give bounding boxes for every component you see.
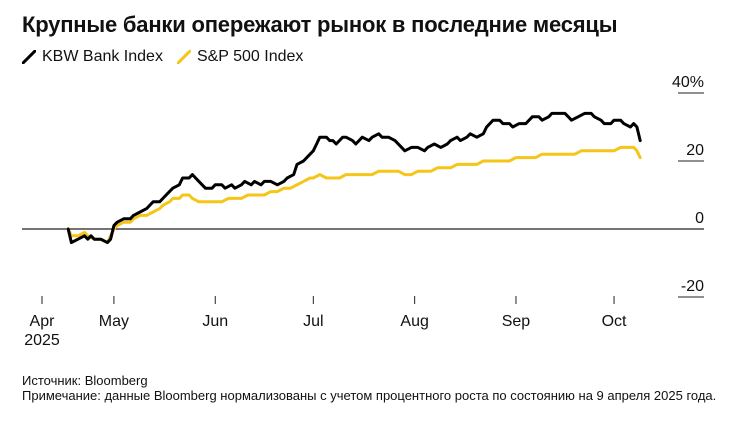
x-tick-sublabel-0: 2025 (24, 332, 60, 349)
legend-swatch-kbw (22, 50, 36, 64)
y-tick-label-3: -20 (681, 278, 704, 295)
legend-label-kbw: KBW Bank Index (42, 48, 163, 65)
line-chart: 40% 20 0 -20 Apr 2025 May Jun Jul Aug Sep Oct (22, 74, 704, 349)
methodology-note: Примечание: данные Bloomberg нормализова… (22, 388, 717, 403)
x-tick-label-4: Aug (400, 313, 428, 330)
x-tick-label-1: May (99, 313, 129, 330)
chart-title: Крупные банки опережают рынок в последни… (22, 12, 618, 37)
source-note: Источник: Bloomberg (22, 373, 148, 388)
legend-swatch-sp500 (176, 50, 191, 64)
x-tick-label-2: Jun (202, 313, 228, 330)
y-tick-label-2: 0 (695, 210, 704, 227)
y-tick-label-1: 20 (686, 142, 704, 159)
x-tick-label-6: Oct (602, 313, 627, 330)
legend-item-sp500: S&P 500 Index (176, 48, 304, 66)
series-line-kbw (66, 111, 642, 245)
legend-item-kbw: KBW Bank Index (22, 48, 163, 66)
legend: KBW Bank Index S&P 500 Index (22, 48, 303, 66)
y-tick-label-0: 40% (672, 74, 704, 91)
series-line-sp500 (66, 145, 642, 245)
x-tick-label-3: Jul (303, 313, 323, 330)
x-tick-label-5: Sep (502, 313, 531, 330)
footer: Источник: Bloomberg Примечание: данные B… (22, 373, 722, 403)
x-tick-label-0: Apr (30, 313, 56, 330)
legend-label-sp500: S&P 500 Index (196, 48, 304, 65)
